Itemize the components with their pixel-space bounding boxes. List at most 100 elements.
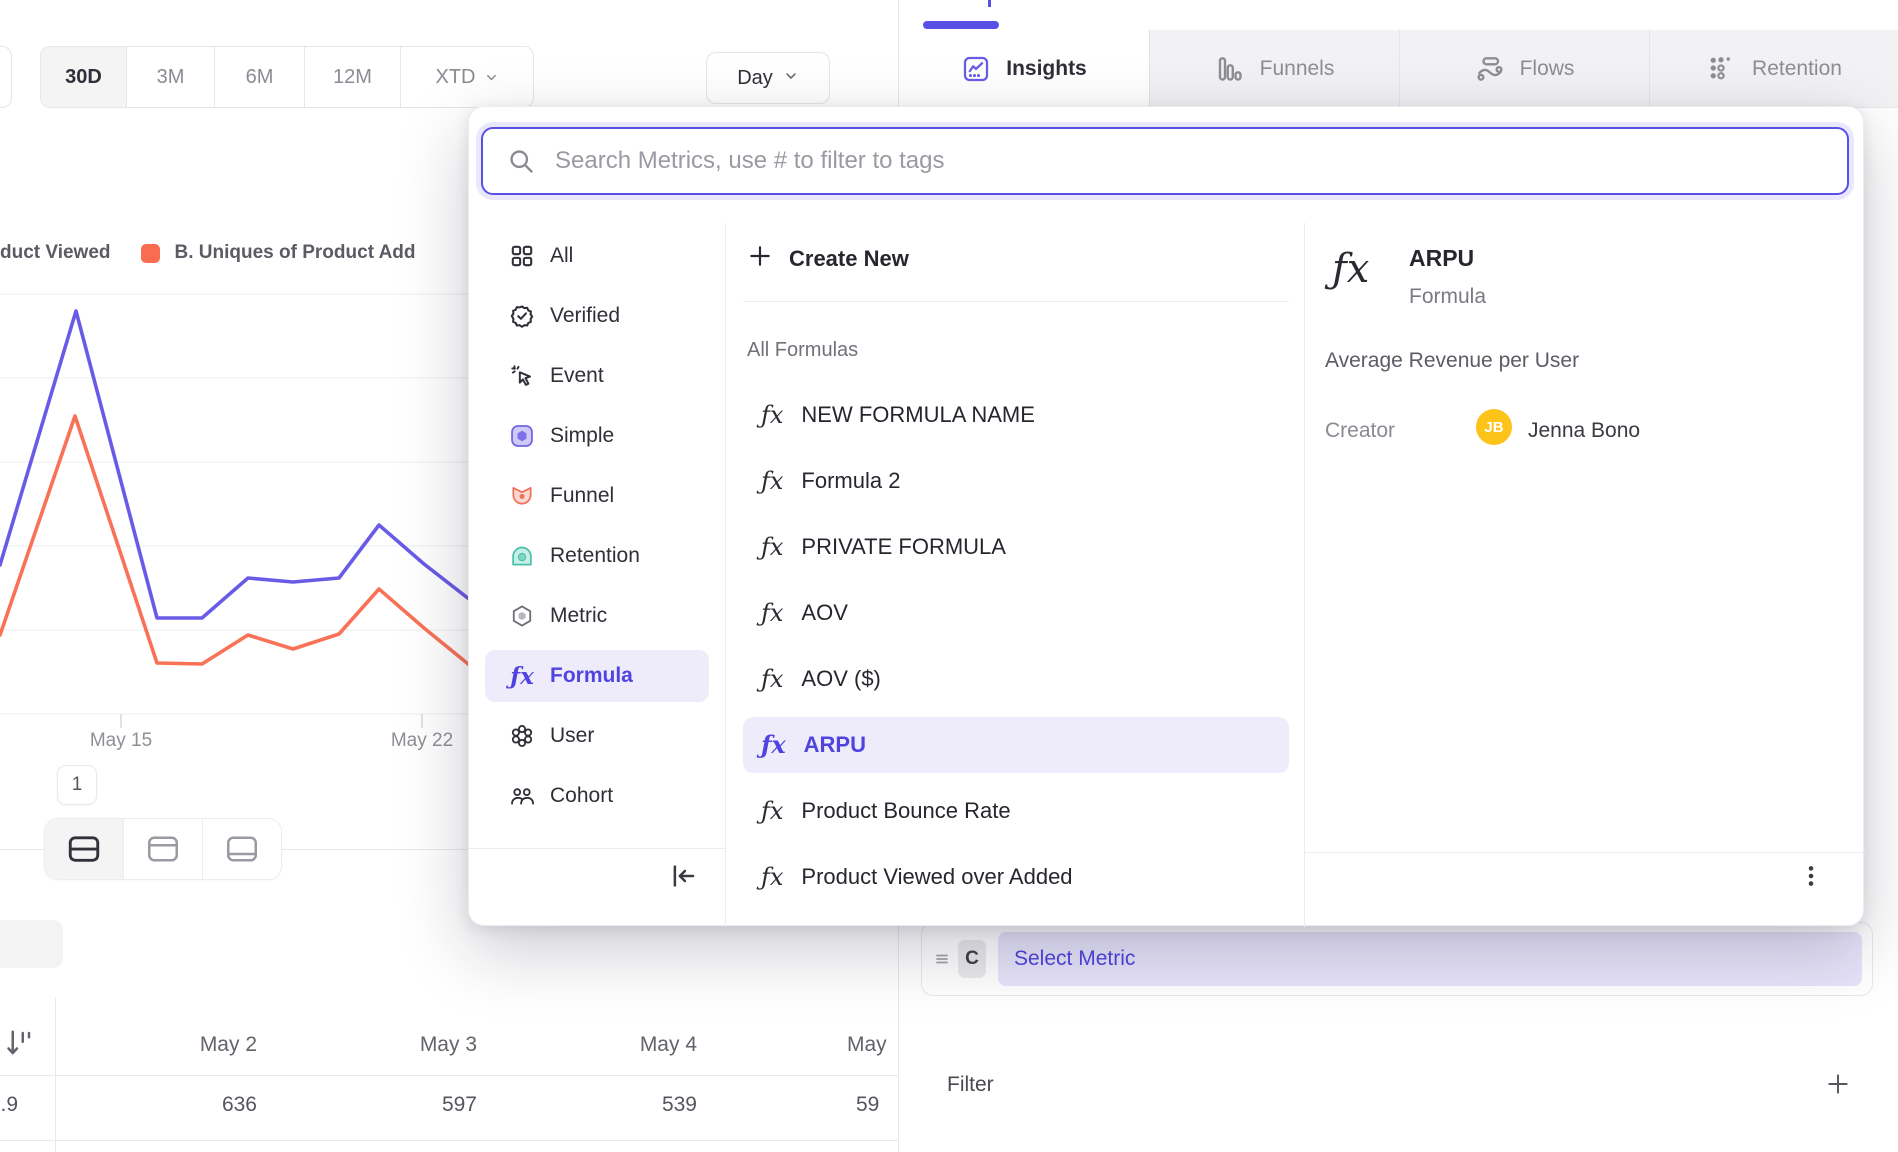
formula-name: Formula 2: [801, 468, 901, 493]
tab-funnels[interactable]: Funnels: [1149, 30, 1399, 108]
add-filter-button[interactable]: [1823, 1070, 1853, 1100]
layout-split-toggle[interactable]: [45, 819, 124, 879]
metric-type-funnel[interactable]: Funnel: [485, 470, 709, 522]
formula-name: Product Bounce Rate: [801, 798, 1011, 823]
metric-type-label: All: [550, 244, 574, 267]
simple-icon: [509, 423, 535, 449]
formula-item[interactable]: ƒx Product Bounce Rate: [743, 783, 1289, 839]
metric-type-event[interactable]: Event: [485, 350, 709, 402]
formula-icon: ƒx: [1332, 246, 1370, 292]
metric-icon: [509, 603, 535, 629]
formula-item[interactable]: ƒx Product Viewed over Added: [743, 849, 1289, 905]
chart-series: [0, 414, 480, 674]
search-input[interactable]: [481, 127, 1849, 195]
layout-table-only-toggle[interactable]: [203, 819, 281, 879]
create-new-label: Create New: [789, 246, 909, 271]
table-column-header: May 2: [199, 1033, 257, 1056]
table-cell: 539: [661, 1093, 697, 1116]
tab-label: Funnels: [1259, 56, 1335, 80]
formula-item[interactable]: ƒx NEW FORMULA NAME: [743, 387, 1289, 443]
metric-type-simple[interactable]: Simple: [485, 410, 709, 462]
chart-legend: duct Viewed B. Uniques of Product Add: [0, 240, 446, 266]
metric-type-cohort[interactable]: Cohort: [485, 770, 709, 822]
tab-label: Insights: [1006, 57, 1087, 80]
metric-detail-title: ARPU: [1409, 245, 1475, 271]
series-page-button[interactable]: 1: [57, 765, 97, 805]
funnel-icon: [509, 483, 535, 509]
formula-item[interactable]: ƒx ARPU: [743, 717, 1289, 773]
metric-type-formula[interactable]: ƒx Formula: [485, 650, 709, 702]
tab-flows[interactable]: Flows: [1399, 30, 1649, 108]
formula-item[interactable]: ƒx Formula 2: [743, 453, 1289, 509]
popover-divider: [1304, 223, 1305, 927]
time-range-label: 3M: [156, 65, 185, 88]
creator-name: Jenna Bono: [1528, 419, 1641, 442]
table-column-header: May 3: [419, 1033, 477, 1056]
granularity-dropdown[interactable]: Day: [706, 52, 830, 104]
sidebar-footer-divider: [469, 848, 725, 849]
table-frozen-cell: .9: [0, 1093, 18, 1116]
funnels-icon: [1215, 54, 1245, 84]
retention-grid-icon: [1707, 54, 1737, 84]
x-axis-label: May 15: [89, 730, 153, 751]
metric-letter-badge: C: [958, 940, 986, 978]
drag-handle-icon[interactable]: [934, 949, 950, 969]
formula-item[interactable]: ƒx AOV: [743, 585, 1289, 641]
metric-type-metric[interactable]: Metric: [485, 590, 709, 642]
formula-icon: ƒx: [761, 863, 784, 891]
metric-type-label: Verified: [550, 304, 621, 327]
time-range-xtd[interactable]: XTD: [401, 47, 533, 107]
formula-icon: ƒx: [509, 663, 535, 689]
time-range-3m[interactable]: 3M: [127, 47, 215, 107]
select-metric-button[interactable]: Select Metric: [998, 932, 1862, 986]
formula-icon: ƒx: [761, 665, 784, 693]
frozen-column-divider: [55, 997, 56, 1152]
detail-footer-divider: [1304, 852, 1865, 853]
metric-type-retention[interactable]: Retention: [485, 530, 709, 582]
table-cell: 636: [221, 1093, 257, 1116]
collapse-sidebar-icon[interactable]: [665, 859, 701, 895]
metric-type-verified[interactable]: Verified: [485, 290, 709, 342]
metric-type-all[interactable]: All: [485, 230, 709, 282]
time-range-label: 30D: [65, 65, 102, 88]
formula-name: NEW FORMULA NAME: [801, 402, 1035, 427]
kebab-menu-icon[interactable]: [1791, 857, 1831, 897]
metric-type-user[interactable]: User: [485, 710, 709, 762]
tab-insights[interactable]: Insights: [899, 30, 1149, 108]
metric-type-label: Simple: [550, 424, 615, 447]
time-range-30d[interactable]: 30D: [41, 47, 127, 107]
time-range-label: 12M: [333, 65, 372, 88]
legend-item[interactable]: duct Viewed: [0, 242, 111, 264]
time-range-12m[interactable]: 12M: [305, 47, 401, 107]
metric-type-label: User: [550, 724, 595, 747]
sort-icon[interactable]: [4, 1026, 34, 1060]
formula-name: AOV ($): [801, 666, 881, 691]
create-new-button[interactable]: Create New: [747, 233, 909, 285]
user-icon: [509, 723, 535, 749]
formula-item[interactable]: ƒx PRIVATE FORMULA: [743, 519, 1289, 575]
metric-type-label: Retention: [550, 544, 640, 567]
layout-chart-only-toggle[interactable]: [124, 819, 203, 879]
formula-name: AOV: [801, 600, 848, 625]
tab-retention[interactable]: Retention: [1649, 30, 1898, 108]
cropped-button-fragment: [0, 46, 12, 108]
avatar: JB: [1476, 409, 1512, 445]
formula-item[interactable]: ƒx AOV ($): [743, 651, 1289, 707]
select-metric-label: Select Metric: [1014, 947, 1136, 970]
popover-divider: [725, 223, 726, 927]
layout-toggle-group: [44, 818, 282, 880]
active-tab-indicator: [923, 21, 999, 29]
flows-icon: [1475, 54, 1505, 84]
time-range-6m[interactable]: 6M: [215, 47, 305, 107]
table-row-divider: [0, 1140, 898, 1141]
formula-name: PRIVATE FORMULA: [801, 534, 1006, 559]
formula-icon: ƒx: [761, 797, 784, 825]
frozen-row-fragment: [0, 920, 63, 968]
table-column-header: May: [847, 1033, 887, 1056]
legend-label: B. Uniques of Product Add: [174, 242, 416, 263]
legend-item[interactable]: B. Uniques of Product Add: [140, 242, 416, 264]
filter-section-label: Filter: [947, 1073, 994, 1096]
cohort-icon: [509, 783, 535, 809]
metric-row-card: C Select Metric: [921, 922, 1873, 996]
search-icon: [507, 147, 535, 175]
